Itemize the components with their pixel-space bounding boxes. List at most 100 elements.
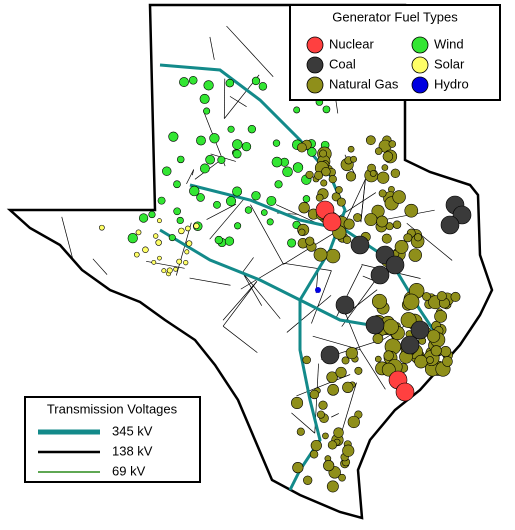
generator	[266, 218, 274, 226]
generator	[321, 166, 331, 177]
generator	[232, 139, 243, 150]
line-138kv	[242, 272, 263, 306]
generator	[327, 383, 339, 396]
legend-label: 69 kV	[112, 463, 146, 478]
generator	[336, 197, 346, 207]
generator	[313, 247, 328, 262]
generator	[302, 195, 311, 203]
generator	[354, 366, 363, 375]
generator	[173, 180, 181, 189]
generator	[347, 415, 360, 429]
generator	[450, 291, 461, 302]
generator	[378, 189, 387, 198]
line-138kv	[250, 204, 284, 265]
line-138kv	[191, 169, 195, 176]
generator	[138, 213, 149, 223]
generator	[392, 220, 402, 229]
generator	[310, 439, 322, 452]
generator	[395, 382, 415, 402]
generator	[153, 233, 159, 239]
generator	[186, 240, 193, 247]
generator	[326, 371, 338, 383]
generator	[225, 78, 235, 88]
generator	[296, 427, 305, 436]
generator	[305, 236, 315, 246]
generator	[345, 346, 358, 360]
generator	[168, 234, 176, 242]
generator	[322, 212, 342, 232]
generator	[213, 200, 221, 209]
generator	[327, 440, 337, 450]
generator	[282, 166, 293, 178]
line-138kv	[175, 222, 192, 276]
generator	[173, 207, 181, 216]
generator	[135, 229, 142, 236]
line-138kv	[240, 263, 285, 290]
generator	[133, 251, 140, 258]
generator	[217, 155, 226, 164]
generator	[410, 320, 430, 340]
generator	[353, 213, 362, 222]
generator	[342, 235, 352, 244]
generator	[303, 475, 313, 485]
generator	[350, 235, 370, 255]
line-138kv	[339, 382, 357, 438]
generator	[374, 355, 382, 363]
generator	[440, 215, 460, 235]
generator	[413, 233, 423, 242]
generator	[338, 473, 346, 482]
generator	[127, 233, 138, 244]
generator	[365, 135, 376, 146]
generator	[320, 179, 328, 187]
generator	[157, 255, 162, 261]
legend-title: Generator Fuel Types	[332, 9, 458, 24]
line-138kv	[186, 169, 195, 185]
generator	[178, 227, 185, 235]
line-345kv	[159, 228, 401, 332]
generator	[343, 218, 355, 230]
generator	[258, 82, 268, 91]
generator	[292, 162, 304, 173]
generator	[335, 366, 347, 379]
generator	[234, 222, 242, 230]
generator	[335, 186, 343, 194]
generator	[394, 240, 409, 254]
generator	[173, 266, 179, 272]
line-138kv	[242, 272, 281, 319]
line-138kv	[341, 280, 376, 327]
generator	[148, 210, 156, 219]
legend-label: Natural Gas	[329, 76, 399, 91]
generator	[426, 356, 434, 364]
line-138kv	[209, 36, 215, 60]
generator	[227, 125, 235, 133]
generator	[322, 105, 331, 114]
generator	[293, 106, 301, 114]
line-138kv	[331, 413, 339, 418]
generator	[422, 292, 431, 301]
generator	[183, 260, 189, 266]
generator	[341, 356, 350, 365]
generator	[266, 195, 277, 206]
generator	[305, 170, 314, 179]
line-138kv	[291, 412, 316, 434]
generator	[199, 93, 210, 104]
generator	[298, 202, 310, 214]
generator	[199, 163, 210, 174]
generator	[323, 460, 335, 472]
generator	[403, 233, 413, 243]
generator	[251, 191, 261, 201]
line-138kv	[311, 270, 332, 324]
generator	[400, 312, 417, 328]
legend-box	[24, 396, 201, 483]
generator	[157, 196, 166, 205]
line-138kv	[61, 216, 74, 261]
line-138kv	[209, 198, 245, 240]
generator	[155, 239, 162, 246]
generator	[274, 180, 283, 189]
generator	[203, 107, 211, 115]
generator	[196, 193, 205, 202]
voltage-legend: Transmission Voltages 345 kV 138 kV 69 kV	[24, 396, 201, 483]
generator	[314, 170, 324, 180]
generator	[370, 265, 390, 285]
generator	[442, 356, 453, 367]
